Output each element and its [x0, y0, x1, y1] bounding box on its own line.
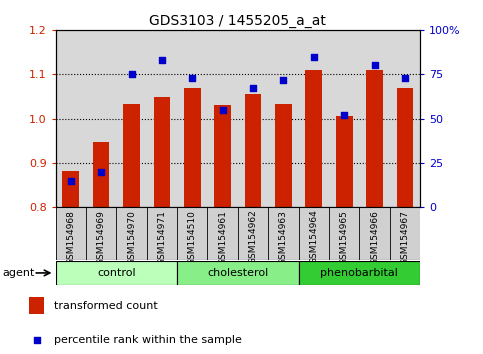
- Bar: [305, 70, 322, 207]
- Point: [371, 63, 379, 68]
- Text: GSM154971: GSM154971: [157, 210, 167, 265]
- Bar: [397, 88, 413, 207]
- Text: GSM154963: GSM154963: [279, 210, 288, 265]
- Text: cholesterol: cholesterol: [207, 268, 269, 278]
- Text: GSM154964: GSM154964: [309, 210, 318, 264]
- Bar: [245, 94, 261, 207]
- Text: GSM154966: GSM154966: [370, 210, 379, 265]
- Text: GSM154968: GSM154968: [66, 210, 75, 265]
- Bar: [154, 97, 170, 207]
- Text: percentile rank within the sample: percentile rank within the sample: [54, 335, 242, 345]
- Bar: [184, 88, 200, 207]
- Bar: [62, 171, 79, 207]
- Point: [97, 169, 105, 175]
- Bar: [56, 261, 177, 285]
- Point: [310, 54, 318, 59]
- Text: GSM154969: GSM154969: [97, 210, 106, 265]
- Point: [188, 75, 196, 81]
- Bar: [123, 104, 140, 207]
- Bar: [298, 261, 420, 285]
- Text: GSM154970: GSM154970: [127, 210, 136, 265]
- Text: GSM154962: GSM154962: [249, 210, 257, 264]
- Point: [280, 77, 287, 82]
- Bar: [275, 104, 292, 207]
- Bar: [29, 297, 44, 314]
- Point: [128, 72, 135, 77]
- Bar: [93, 142, 110, 207]
- Title: GDS3103 / 1455205_a_at: GDS3103 / 1455205_a_at: [149, 14, 327, 28]
- Point: [158, 57, 166, 63]
- Text: GSM154510: GSM154510: [188, 210, 197, 265]
- Text: phenobarbital: phenobarbital: [321, 268, 398, 278]
- Bar: [336, 116, 353, 207]
- Text: transformed count: transformed count: [54, 301, 158, 310]
- Bar: [214, 105, 231, 207]
- Point: [219, 107, 227, 113]
- Point: [341, 112, 348, 118]
- Point: [67, 178, 74, 183]
- Point: [249, 86, 257, 91]
- Bar: [177, 261, 298, 285]
- Point: [401, 75, 409, 81]
- Point: [33, 337, 41, 343]
- Bar: [366, 70, 383, 207]
- Text: GSM154967: GSM154967: [400, 210, 410, 265]
- Text: GSM154961: GSM154961: [218, 210, 227, 265]
- Text: control: control: [97, 268, 136, 278]
- Text: GSM154965: GSM154965: [340, 210, 349, 265]
- Text: agent: agent: [3, 268, 35, 278]
